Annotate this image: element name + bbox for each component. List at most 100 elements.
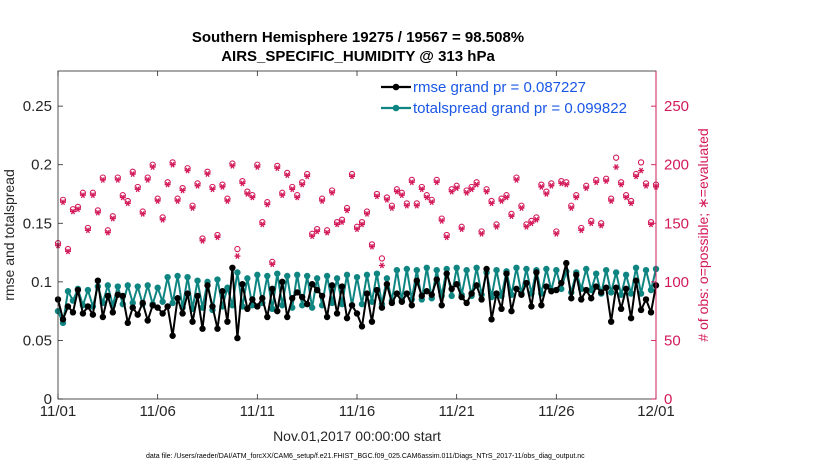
obs-evaluated-marker <box>533 216 540 223</box>
rmse-point <box>209 303 216 310</box>
obs-evaluated-marker <box>259 221 266 228</box>
obs-evaluated-marker <box>339 219 346 226</box>
rmse-point <box>378 304 386 311</box>
obs-evaluated-marker <box>239 180 246 187</box>
legend: rmse grand pr = 0.087227 totalspread gra… <box>381 79 627 117</box>
rmse-point <box>84 303 92 310</box>
spread-point <box>588 286 595 294</box>
obs-possible-marker <box>378 255 386 262</box>
obs-evaluated-marker <box>613 164 620 170</box>
obs-evaluated-marker <box>428 199 435 206</box>
x-tick-label: 11/06 <box>139 403 175 420</box>
rmse-point <box>318 292 326 300</box>
obs-evaluated-marker <box>229 162 236 169</box>
rmse-point <box>149 302 156 309</box>
obs-evaluated-marker <box>563 181 570 188</box>
rmse-point <box>144 317 151 324</box>
rmse-point <box>588 295 595 302</box>
obs-evaluated-marker <box>294 194 301 201</box>
obs-evaluated-marker <box>573 194 580 201</box>
y-axis-right-label: # of obs: o=possible; ∗=evaluated <box>695 128 711 341</box>
spread-point <box>368 298 376 305</box>
spread-point <box>602 266 610 274</box>
spread-point <box>513 264 520 271</box>
rmse-point <box>134 311 141 318</box>
obs-evaluated-marker <box>378 262 385 269</box>
spread-point <box>393 266 401 274</box>
rmse-point <box>363 290 371 297</box>
spread-point <box>124 282 131 289</box>
rmse-point <box>593 283 600 290</box>
rmse-point <box>548 288 555 295</box>
obs-evaluated-marker <box>74 206 81 213</box>
obs-evaluated-marker <box>119 194 126 201</box>
rmse-point <box>338 283 346 290</box>
rmse-point <box>632 277 640 284</box>
rmse-point <box>478 296 485 303</box>
obs-evaluated-marker <box>618 181 625 188</box>
rmse-point <box>303 300 311 308</box>
spread-point <box>373 270 381 277</box>
obs-evaluated-marker <box>413 202 420 209</box>
spread-point <box>254 271 261 279</box>
obs-evaluated-marker <box>334 221 341 228</box>
spread-point <box>194 277 201 284</box>
obs-evaluated-marker <box>593 179 600 186</box>
obs-evaluated-marker <box>403 202 410 209</box>
rmse-point <box>194 292 201 300</box>
obs-evaluated-marker <box>204 171 211 178</box>
obs-evaluated-marker <box>423 194 430 201</box>
rmse-point <box>114 291 122 298</box>
obs-evaluated-marker <box>548 182 555 189</box>
obs-evaluated-marker <box>159 216 166 223</box>
rmse-point <box>199 325 206 332</box>
rmse-point <box>94 277 102 284</box>
rmse-point <box>513 285 520 293</box>
obs-evaluated-marker <box>244 191 251 197</box>
spread-point <box>184 273 191 281</box>
y-tick-label-right: 200 <box>664 157 689 174</box>
obs-evaluated-marker <box>264 201 271 208</box>
spread-point <box>169 299 176 307</box>
obs-evaluated-marker <box>553 230 560 237</box>
plot-area <box>58 71 656 399</box>
obs-evaluated-marker <box>603 178 610 185</box>
rmse-point <box>488 316 495 323</box>
rmse-point <box>259 295 266 302</box>
obs-evaluated-marker <box>373 193 380 200</box>
spread-point <box>284 272 291 280</box>
obs-evaluated-marker <box>623 194 630 201</box>
rmse-point <box>448 285 455 293</box>
spread-point <box>343 271 351 279</box>
spread-point <box>303 272 311 280</box>
footnote: data file: /Users/raeder/DAI/ATM_forcXX/… <box>146 453 585 460</box>
spread-point <box>64 288 72 295</box>
rmse-point <box>279 278 286 286</box>
y-tick-label-right: 0 <box>664 391 672 408</box>
legend-spread-marker <box>392 104 400 112</box>
spread-point <box>298 302 306 309</box>
spread-point <box>642 266 650 274</box>
rmse-point <box>284 313 291 321</box>
rmse-point <box>443 270 450 277</box>
rmse-point <box>518 291 525 298</box>
obs-evaluated-marker <box>583 185 590 192</box>
spread-point <box>269 305 276 312</box>
obs-evaluated-marker <box>109 215 116 222</box>
obs-count-series <box>54 154 660 269</box>
spread-point <box>333 275 341 282</box>
rmse-point <box>568 295 575 302</box>
obs-evaluated-marker <box>588 220 595 227</box>
spread-point <box>234 269 241 276</box>
spread-point <box>622 271 630 279</box>
obs-evaluated-marker <box>433 179 440 186</box>
spread-point <box>448 292 455 300</box>
rmse-point <box>398 298 406 305</box>
rmse-point <box>274 307 281 315</box>
rmse-point <box>74 286 82 294</box>
obs-evaluated-marker <box>648 221 655 228</box>
rmse-point <box>109 309 117 316</box>
obs-evaluated-marker <box>324 229 331 236</box>
obs-evaluated-marker <box>393 188 400 195</box>
obs-evaluated-marker <box>154 198 161 204</box>
